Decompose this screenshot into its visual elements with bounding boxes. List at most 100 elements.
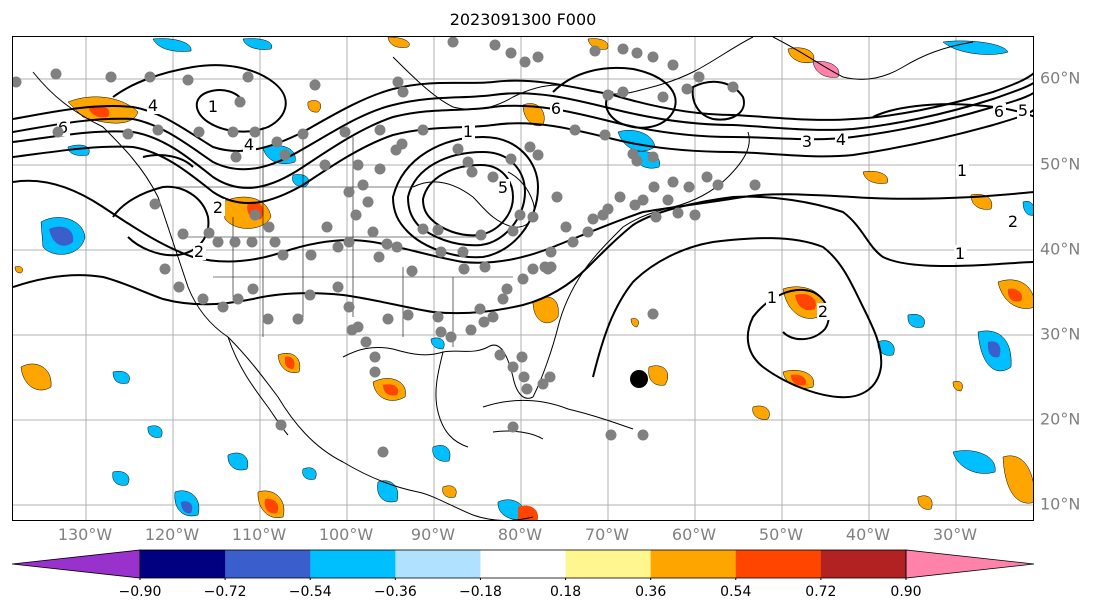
station-dot xyxy=(417,124,429,136)
station-dot xyxy=(551,191,563,203)
station-dot xyxy=(602,89,614,101)
station-dot xyxy=(457,246,469,258)
longitude-label: 60°W xyxy=(671,525,717,544)
page-title: 2023091300 F000 xyxy=(449,10,597,29)
contour-label: 1 xyxy=(208,97,218,116)
station-dot xyxy=(269,236,281,248)
station-dot xyxy=(647,308,659,320)
station-dot xyxy=(475,229,487,241)
station-dot xyxy=(478,316,490,328)
latitude-label: 40°N xyxy=(1040,239,1081,259)
colorbar-tick-label: 0.18 xyxy=(549,584,582,600)
colorbar-extend-high xyxy=(905,549,1035,579)
latitude-label: 10°N xyxy=(1040,494,1081,514)
contour-label: 6 xyxy=(994,102,1004,121)
station-dot xyxy=(560,221,572,233)
contour-label: 1 xyxy=(463,122,473,141)
station-dot xyxy=(465,324,477,336)
station-markers xyxy=(13,37,761,458)
station-dot xyxy=(432,311,444,323)
station-dot xyxy=(501,283,513,295)
station-dot xyxy=(263,221,275,233)
station-dot xyxy=(402,309,414,321)
station-dot xyxy=(360,336,372,348)
station-dot xyxy=(52,126,64,138)
station-dot xyxy=(105,71,117,83)
station-dot xyxy=(629,199,641,211)
station-dot xyxy=(374,124,386,136)
station-dot xyxy=(13,76,22,88)
station-dot xyxy=(234,96,246,108)
contour-label: 4 xyxy=(148,96,158,115)
station-dot xyxy=(617,43,629,55)
station-dot xyxy=(435,246,447,258)
station-dot xyxy=(582,226,594,238)
station-dot xyxy=(197,293,209,305)
station-dot xyxy=(149,198,161,210)
station-dot xyxy=(397,86,409,98)
colorbar-extend-low xyxy=(11,549,141,579)
station-dot xyxy=(249,126,261,138)
colorbar-tick-label: −0.18 xyxy=(458,584,502,600)
station-dot xyxy=(350,209,362,221)
station-dot xyxy=(527,263,539,275)
station-dot xyxy=(309,79,321,91)
station-dot xyxy=(247,283,259,295)
station-dot xyxy=(587,213,599,225)
station-dot xyxy=(569,124,581,136)
contour-label: 1 xyxy=(957,161,967,180)
station-dot xyxy=(279,149,291,161)
station-dot xyxy=(507,361,519,373)
station-dot xyxy=(667,59,679,71)
station-dot xyxy=(672,207,684,219)
station-dot xyxy=(527,211,539,223)
station-dot xyxy=(489,39,501,51)
station-dot xyxy=(479,261,491,273)
contour-label: 5 xyxy=(498,178,508,197)
station-dot xyxy=(648,181,660,193)
station-dot xyxy=(647,151,659,163)
station-dot xyxy=(517,273,529,285)
station-dot xyxy=(505,153,517,165)
station-dot xyxy=(466,166,478,178)
latitude-label: 30°N xyxy=(1040,324,1081,344)
colorbar-segment xyxy=(820,550,907,578)
station-dot xyxy=(447,37,459,48)
station-dot xyxy=(374,163,386,175)
station-dot xyxy=(647,51,659,63)
colorbar-tick-label: −0.72 xyxy=(203,584,247,600)
station-dot xyxy=(667,176,679,188)
anomaly-shading xyxy=(14,37,1033,520)
station-dot xyxy=(631,155,643,167)
station-dot xyxy=(497,293,509,305)
station-dot xyxy=(637,429,649,441)
height-contours xyxy=(13,64,1033,399)
colorbar-tick-label: 0.54 xyxy=(720,584,752,600)
longitude-label: 30°W xyxy=(932,525,978,544)
station-dot xyxy=(432,224,444,236)
station-dot xyxy=(701,171,713,183)
station-dot xyxy=(544,371,556,383)
station-dot xyxy=(605,429,617,441)
longitude-label: 130°W xyxy=(57,525,113,544)
station-dot xyxy=(392,76,404,88)
station-dot xyxy=(343,186,355,198)
station-dot xyxy=(367,226,379,238)
station-dot xyxy=(532,149,544,161)
colorbar-segment xyxy=(565,550,652,578)
contour-label: 3 xyxy=(802,132,812,151)
contour-label: 6 xyxy=(58,118,68,137)
station-dot xyxy=(487,311,499,323)
station-dot xyxy=(637,194,649,206)
station-dot xyxy=(262,313,274,325)
station-dot xyxy=(369,351,381,363)
station-dot xyxy=(230,151,242,163)
station-dot xyxy=(277,249,289,261)
station-dot xyxy=(377,446,389,458)
station-dot xyxy=(487,171,499,183)
station-dot xyxy=(227,126,239,138)
colorbar-segment xyxy=(735,550,822,578)
station-dot xyxy=(292,313,304,325)
